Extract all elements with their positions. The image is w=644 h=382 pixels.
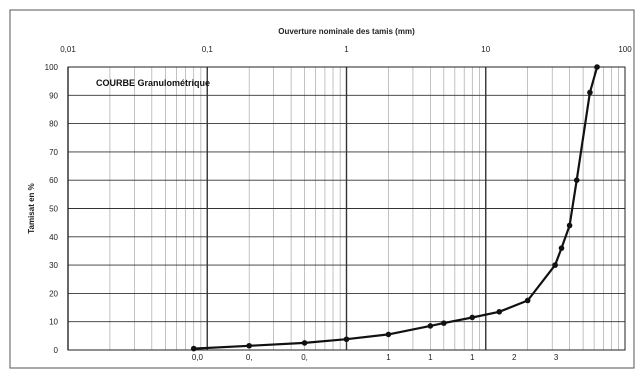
data-point	[343, 336, 350, 343]
data-point	[594, 64, 600, 70]
bottom-sieve-label: 1	[386, 353, 391, 362]
y-tick-label: 20	[49, 289, 58, 298]
x-tick-label: 10	[481, 45, 490, 54]
data-point	[524, 297, 531, 304]
data-point	[190, 345, 197, 352]
data-point	[496, 308, 503, 315]
y-tick-label: 40	[49, 233, 58, 242]
bottom-sieve-label: 0,0	[192, 353, 204, 362]
data-point	[469, 314, 476, 321]
bottom-sieve-label: 3	[554, 353, 559, 362]
x-tick-label: 1	[344, 45, 349, 54]
y-tick-label: 70	[49, 148, 58, 157]
y-tick-label: 60	[49, 176, 58, 185]
bottom-sieve-label: 0,	[246, 353, 253, 362]
y-tick-label: 90	[49, 91, 58, 100]
chart-title: COURBE Granulométrique	[96, 78, 210, 88]
bottom-sieve-label: 1	[470, 353, 475, 362]
y-tick-label: 10	[49, 318, 58, 327]
bottom-sieve-label: 1	[428, 353, 433, 362]
bottom-sieve-label: 0,	[301, 353, 308, 362]
data-point	[441, 320, 447, 326]
x-tick-label: 0,01	[60, 45, 76, 54]
data-point	[573, 177, 580, 183]
y-tick-label: 80	[49, 120, 58, 129]
outer-border	[9, 9, 635, 369]
data-point	[552, 262, 558, 268]
bottom-sieve-label: 2	[512, 353, 517, 362]
y-tick-label: 30	[49, 261, 58, 270]
y-tick-label: 100	[45, 63, 59, 72]
data-point	[385, 331, 392, 338]
data-point	[427, 323, 434, 329]
data-point	[246, 342, 252, 349]
x-tick-label: 100	[618, 45, 632, 54]
x-tick-label: 0,1	[202, 45, 214, 54]
data-point	[566, 222, 573, 229]
data-point	[301, 340, 308, 346]
data-point	[558, 245, 565, 251]
y-tick-label: 50	[49, 205, 58, 214]
y-tick-label: 0	[54, 346, 59, 355]
plot-border	[67, 66, 626, 351]
data-point	[587, 89, 593, 96]
series-layer	[190, 64, 600, 352]
series-line	[193, 66, 599, 350]
y-axis-title: Tamisat en %	[27, 183, 36, 234]
x-axis-title: Ouverture nominale des tamis (mm)	[278, 27, 415, 36]
